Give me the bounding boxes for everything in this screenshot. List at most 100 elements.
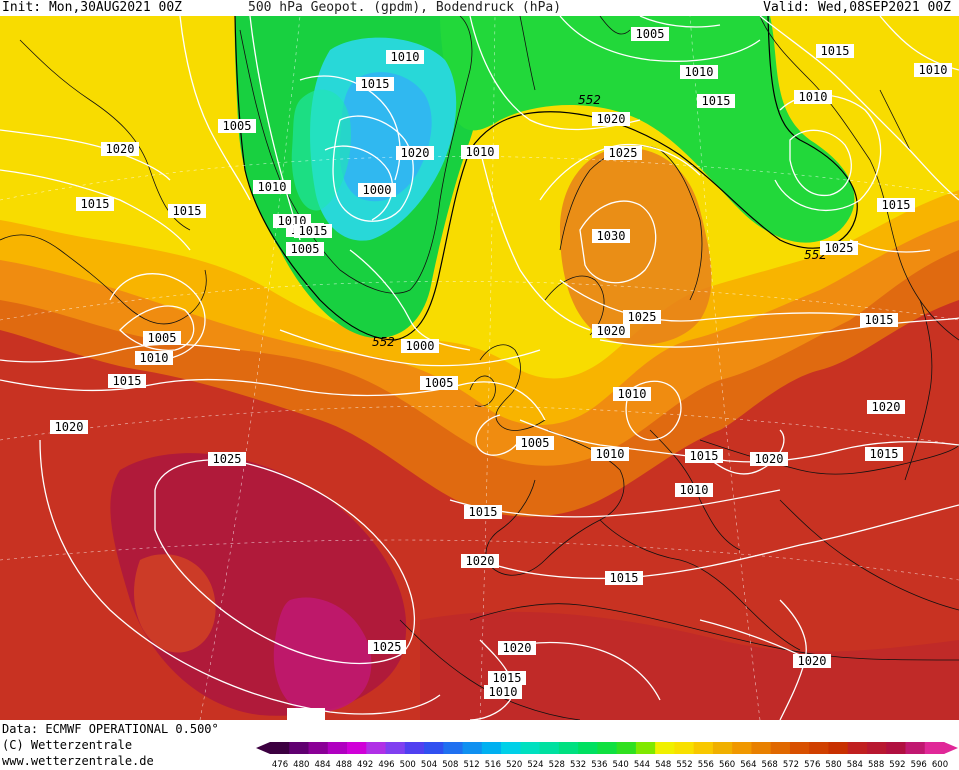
colorbar-tick-label: 592	[889, 760, 905, 770]
colorbar-swatch	[866, 742, 887, 754]
colorbar-swatch	[443, 742, 464, 754]
svg-text:1015: 1015	[821, 44, 850, 58]
svg-text:1015: 1015	[870, 447, 899, 461]
isobar-label: 1025	[604, 146, 642, 160]
isobar-label: 1015	[860, 313, 898, 327]
isobar-label: 1010	[680, 65, 718, 79]
colorbar-tick-label: 492	[357, 760, 373, 770]
greenland-coldest-core	[339, 72, 432, 202]
isobar-label: 1015	[464, 505, 502, 519]
svg-text:1020: 1020	[401, 146, 430, 160]
isobar-label: 1010	[914, 63, 952, 77]
colorbar-tick-label: 516	[485, 760, 501, 770]
svg-text:1030: 1030	[597, 229, 626, 243]
svg-text:1010: 1010	[466, 145, 495, 159]
colorbar-tick-label: 532	[570, 760, 586, 770]
isobar-label: 1015	[108, 374, 146, 388]
isobar-label	[287, 708, 325, 720]
colorbar-swatch	[327, 742, 348, 754]
svg-text:1015: 1015	[882, 198, 911, 212]
colorbar-swatch	[347, 742, 367, 754]
svg-text:1020: 1020	[872, 400, 901, 414]
isobar-label: 1005	[420, 376, 458, 390]
colorbar-tick-label: 548	[655, 760, 671, 770]
greenland-cold-teal	[291, 89, 351, 211]
svg-text:1000: 1000	[406, 339, 435, 353]
colorbar-swatch	[501, 742, 521, 754]
colorbar-tick-label: 552	[676, 760, 692, 770]
isobar-label: 1015	[168, 204, 206, 218]
isobar-label: 1000	[358, 183, 396, 197]
colorbar-swatch	[597, 742, 618, 754]
svg-text:1010: 1010	[140, 351, 169, 365]
isobar-label: 1010	[253, 180, 291, 194]
svg-text:1010: 1010	[618, 387, 647, 401]
weather-map: 552 552 552	[0, 16, 959, 720]
colorbar-tick-label: 484	[314, 760, 330, 770]
colorbar-swatch	[693, 742, 714, 754]
africa-warm-field	[420, 611, 959, 720]
colorbar-swatch	[578, 742, 598, 754]
svg-text:1010: 1010	[258, 180, 287, 194]
colorbar-swatch	[655, 742, 675, 754]
svg-text:1015: 1015	[493, 671, 522, 685]
isobar-label: 1005	[516, 436, 554, 450]
isobar-label: 1010	[613, 387, 651, 401]
website-link[interactable]: www.wetterzentrale.de	[2, 754, 154, 768]
colorbar-swatch	[770, 742, 791, 754]
svg-text:1020: 1020	[503, 641, 532, 655]
svg-text:1015: 1015	[361, 77, 390, 91]
colorbar-tick-label: 556	[698, 760, 714, 770]
svg-text:1025: 1025	[628, 310, 657, 324]
svg-text:1010: 1010	[391, 50, 420, 64]
colorbar-swatch	[558, 742, 579, 754]
svg-text:1015: 1015	[865, 313, 894, 327]
svg-text:1010: 1010	[919, 63, 948, 77]
map-title: 500 hPa Geopot. (gpdm), Bodendruck (hPa)	[248, 0, 562, 15]
scandinavia-ridge-core	[560, 147, 712, 345]
isobar-label: 1020	[461, 554, 499, 568]
isobar-label: 1025	[623, 310, 661, 324]
isobar-label: 1010	[484, 685, 522, 699]
isobar-label: 1025	[820, 241, 858, 255]
colorbar-tick-label: 500	[400, 760, 416, 770]
colorbar-swatch	[481, 742, 502, 754]
isobar-label: 1020	[396, 146, 434, 160]
svg-text:1010: 1010	[680, 483, 709, 497]
colorbar-tick-label: 576	[804, 760, 820, 770]
colorbar-tick-label: 504	[421, 760, 437, 770]
graticule	[0, 16, 959, 720]
colorbar-swatch	[886, 742, 906, 754]
isobar-label: 1020	[50, 420, 88, 434]
colorbar-tick-label: 512	[463, 760, 479, 770]
colorbar-swatch	[674, 742, 695, 754]
colorbar-swatch	[520, 742, 541, 754]
isobar-label: 1030	[592, 229, 630, 243]
colorbar: 476 480 484 488 492 496 500 504 508 512 516 520 524 5…	[256, 742, 958, 770]
isobar-label: 1020	[793, 654, 831, 668]
isobar-label: 1015	[697, 94, 735, 108]
isobar-label: 1015	[605, 571, 643, 585]
svg-text:1025: 1025	[609, 146, 638, 160]
svg-text:1015: 1015	[702, 94, 731, 108]
svg-text:1000: 1000	[363, 183, 392, 197]
colorbar-tick-label: 496	[378, 760, 394, 770]
isobar-label: 1010	[135, 351, 173, 365]
footer: Data: ECMWF OPERATIONAL 0.500° (C) Wette…	[0, 720, 959, 770]
colorbar-tick-label: 520	[506, 760, 522, 770]
svg-text:1015: 1015	[610, 571, 639, 585]
colorbar-tick-label: 568	[762, 760, 778, 770]
svg-text:1005: 1005	[223, 119, 252, 133]
isobar-label: 1010	[675, 483, 713, 497]
colorbar-swatch	[616, 742, 637, 754]
colorbar-swatch	[539, 742, 560, 754]
atlantic-warm-patch	[134, 554, 216, 653]
copyright: (C) Wetterzentrale	[2, 738, 133, 752]
colorbar-swatch	[635, 742, 656, 754]
isobar-label: 1020	[498, 641, 536, 655]
svg-text:1005: 1005	[521, 436, 550, 450]
colorbar-swatch	[751, 742, 772, 754]
svg-text:1015: 1015	[469, 505, 498, 519]
colorbar-tick-label: 572	[783, 760, 799, 770]
svg-text:1025: 1025	[373, 640, 402, 654]
